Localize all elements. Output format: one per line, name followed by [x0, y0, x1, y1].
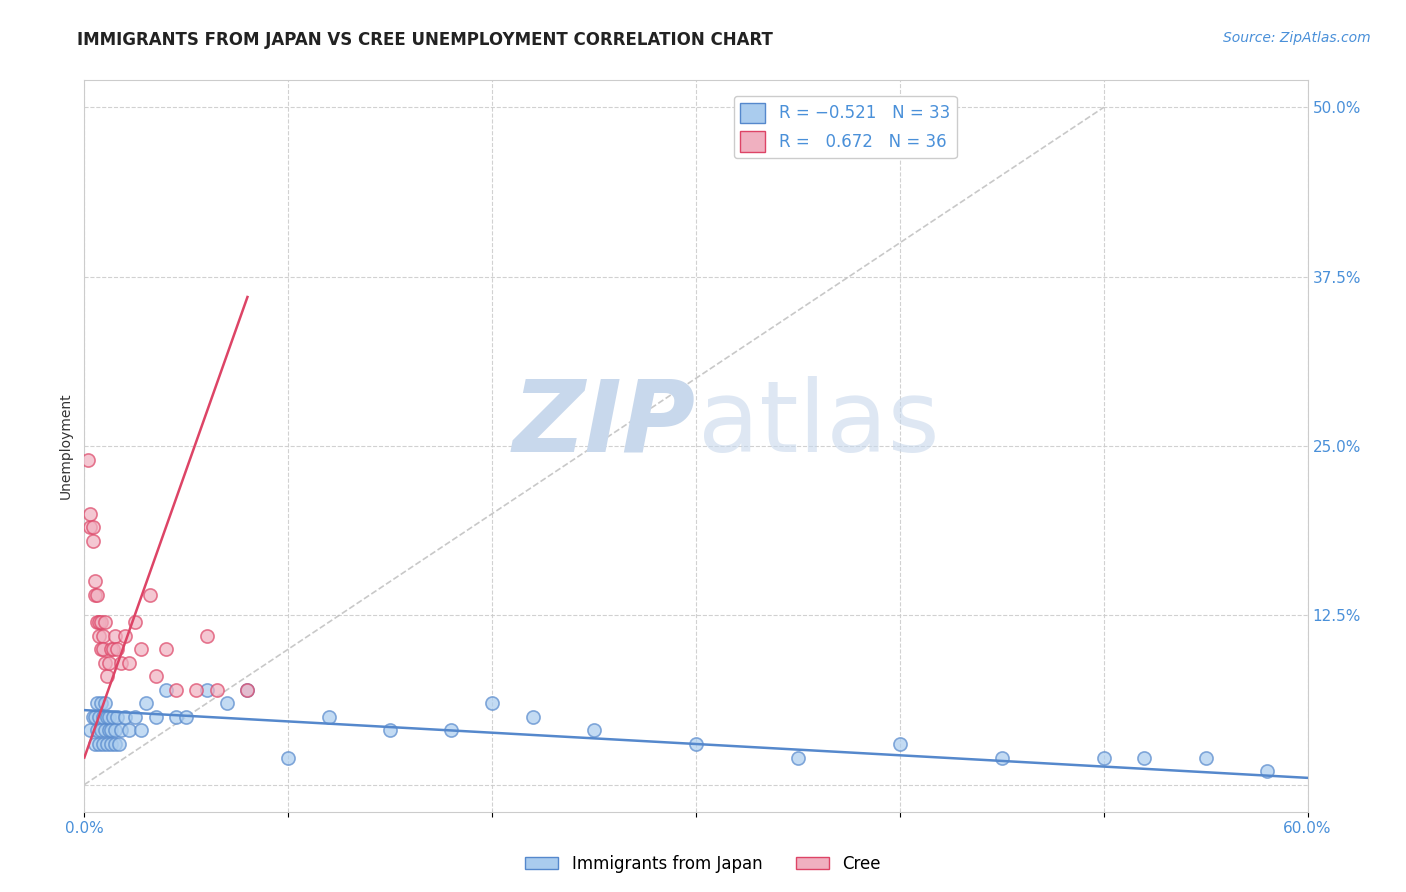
- Point: [114, 629, 136, 643]
- Point: [522, 710, 544, 724]
- Point: [1195, 750, 1218, 764]
- Point: [97, 723, 120, 738]
- Point: [685, 737, 707, 751]
- Point: [1133, 750, 1156, 764]
- Point: [91, 642, 114, 657]
- Point: [131, 723, 153, 738]
- Point: [83, 710, 105, 724]
- Point: [186, 682, 208, 697]
- Point: [110, 656, 132, 670]
- Point: [104, 723, 127, 738]
- Point: [174, 710, 197, 724]
- Point: [889, 737, 911, 751]
- Point: [583, 723, 606, 738]
- Point: [195, 682, 218, 697]
- Point: [83, 737, 105, 751]
- Point: [87, 629, 110, 643]
- Point: [145, 669, 167, 683]
- Point: [87, 737, 110, 751]
- Point: [97, 656, 120, 670]
- Point: [87, 710, 110, 724]
- Point: [131, 642, 153, 657]
- Text: IMMIGRANTS FROM JAPAN VS CREE UNEMPLOYMENT CORRELATION CHART: IMMIGRANTS FROM JAPAN VS CREE UNEMPLOYME…: [77, 31, 773, 49]
- Point: [79, 723, 101, 738]
- Point: [118, 723, 141, 738]
- Point: [991, 750, 1014, 764]
- Point: [277, 750, 299, 764]
- Point: [165, 710, 187, 724]
- Point: [118, 656, 141, 670]
- Point: [318, 710, 340, 724]
- Point: [155, 682, 177, 697]
- Point: [105, 642, 128, 657]
- Point: [83, 574, 105, 589]
- Point: [1256, 764, 1278, 778]
- Point: [380, 723, 402, 738]
- Point: [86, 697, 108, 711]
- Point: [86, 588, 108, 602]
- Point: [101, 642, 124, 657]
- Point: [124, 710, 146, 724]
- Point: [114, 710, 136, 724]
- Point: [787, 750, 810, 764]
- Point: [93, 723, 115, 738]
- Point: [90, 697, 112, 711]
- Legend: R = −0.521   N = 33, R =   0.672   N = 36: R = −0.521 N = 33, R = 0.672 N = 36: [734, 96, 956, 158]
- Point: [145, 710, 167, 724]
- Text: ZIP: ZIP: [513, 376, 696, 473]
- Point: [82, 520, 104, 534]
- Point: [87, 615, 110, 629]
- Point: [79, 520, 101, 534]
- Point: [82, 533, 104, 548]
- Point: [236, 682, 259, 697]
- Point: [100, 737, 122, 751]
- Point: [96, 737, 118, 751]
- Point: [195, 629, 218, 643]
- Point: [96, 710, 118, 724]
- Point: [138, 588, 160, 602]
- Point: [90, 642, 112, 657]
- Point: [90, 723, 112, 738]
- Point: [481, 697, 503, 711]
- Point: [83, 588, 105, 602]
- Point: [97, 710, 120, 724]
- Point: [135, 697, 157, 711]
- Text: atlas: atlas: [699, 376, 941, 473]
- Point: [440, 723, 463, 738]
- Point: [91, 629, 114, 643]
- Point: [91, 710, 114, 724]
- Point: [205, 682, 228, 697]
- Point: [91, 737, 114, 751]
- Point: [155, 642, 177, 657]
- Point: [104, 629, 127, 643]
- Point: [93, 656, 115, 670]
- Legend: Immigrants from Japan, Cree: Immigrants from Japan, Cree: [519, 848, 887, 880]
- Point: [93, 697, 115, 711]
- Point: [165, 682, 187, 697]
- Point: [96, 669, 118, 683]
- Point: [93, 615, 115, 629]
- Point: [90, 615, 112, 629]
- Point: [101, 710, 124, 724]
- Point: [79, 507, 101, 521]
- Point: [1092, 750, 1115, 764]
- Point: [124, 615, 146, 629]
- Point: [100, 642, 122, 657]
- Point: [104, 737, 127, 751]
- Point: [217, 697, 239, 711]
- Point: [86, 723, 108, 738]
- Point: [82, 710, 104, 724]
- Y-axis label: Unemployment: Unemployment: [59, 392, 73, 500]
- Point: [110, 723, 132, 738]
- Text: Source: ZipAtlas.com: Source: ZipAtlas.com: [1223, 31, 1371, 45]
- Point: [236, 682, 259, 697]
- Point: [77, 452, 100, 467]
- Point: [108, 737, 131, 751]
- Point: [105, 710, 128, 724]
- Point: [86, 615, 108, 629]
- Point: [100, 723, 122, 738]
